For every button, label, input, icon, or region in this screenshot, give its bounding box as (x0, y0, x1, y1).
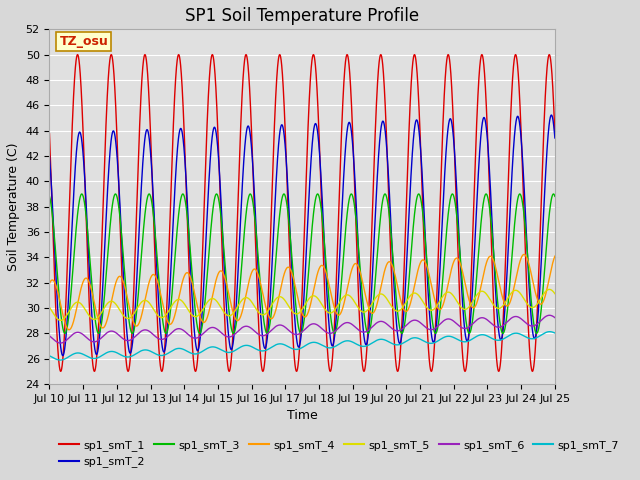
sp1_smT_4 (551, 253, 559, 259)
Text: TZ_osu: TZ_osu (60, 35, 108, 48)
sp1_smT_7 (218, 347, 225, 353)
sp1_smT_2 (551, 135, 559, 141)
sp1_smT_2 (524, 252, 531, 258)
sp1_smT_4 (415, 264, 423, 270)
sp1_smT_1 (57, 369, 65, 374)
sp1_smT_4 (429, 290, 437, 296)
Line: sp1_smT_1: sp1_smT_1 (49, 55, 555, 372)
sp1_smT_5 (415, 293, 423, 299)
sp1_smT_6 (57, 340, 65, 346)
Line: sp1_smT_2: sp1_smT_2 (49, 115, 555, 356)
Title: SP1 Soil Temperature Profile: SP1 Soil Temperature Profile (185, 7, 419, 25)
sp1_smT_7 (530, 336, 538, 341)
sp1_smT_2 (530, 335, 538, 340)
sp1_smT_4 (520, 252, 528, 257)
sp1_smT_1 (545, 52, 553, 58)
sp1_smT_7 (546, 329, 554, 335)
sp1_smT_4 (530, 283, 538, 288)
sp1_smT_6 (285, 327, 292, 333)
Line: sp1_smT_6: sp1_smT_6 (49, 315, 555, 343)
sp1_smT_5 (429, 307, 437, 312)
sp1_smT_3 (551, 193, 559, 199)
sp1_smT_2 (429, 339, 437, 345)
sp1_smT_3 (218, 216, 225, 222)
sp1_smT_3 (415, 191, 423, 197)
sp1_smT_2 (415, 128, 423, 133)
sp1_smT_3 (524, 251, 531, 256)
sp1_smT_4 (524, 257, 531, 263)
sp1_smT_6 (429, 326, 437, 332)
sp1_smT_5 (218, 305, 225, 311)
sp1_smT_5 (285, 303, 292, 309)
sp1_smT_6 (546, 312, 554, 318)
sp1_smT_4 (218, 268, 225, 274)
sp1_smT_7 (285, 344, 292, 350)
sp1_smT_1 (45, 131, 53, 137)
sp1_smT_6 (524, 321, 531, 327)
sp1_smT_7 (56, 357, 64, 363)
Line: sp1_smT_7: sp1_smT_7 (49, 332, 555, 360)
sp1_smT_7 (524, 335, 531, 341)
sp1_smT_3 (550, 191, 557, 197)
sp1_smT_7 (551, 330, 559, 336)
sp1_smT_6 (415, 319, 423, 324)
Line: sp1_smT_5: sp1_smT_5 (49, 289, 555, 320)
sp1_smT_5 (524, 301, 531, 307)
sp1_smT_5 (45, 304, 53, 310)
sp1_smT_5 (57, 317, 65, 323)
sp1_smT_7 (45, 353, 53, 359)
sp1_smT_6 (551, 315, 559, 321)
sp1_smT_6 (45, 333, 53, 339)
sp1_smT_2 (548, 112, 556, 118)
sp1_smT_3 (61, 330, 68, 336)
sp1_smT_2 (59, 353, 67, 359)
sp1_smT_3 (285, 217, 292, 223)
sp1_smT_1 (524, 305, 531, 311)
sp1_smT_1 (530, 364, 538, 370)
Line: sp1_smT_4: sp1_smT_4 (49, 254, 555, 330)
sp1_smT_1 (551, 131, 559, 137)
sp1_smT_6 (530, 323, 538, 329)
sp1_smT_3 (530, 320, 538, 326)
sp1_smT_5 (545, 287, 553, 292)
X-axis label: Time: Time (287, 409, 317, 422)
sp1_smT_4 (285, 264, 292, 270)
sp1_smT_5 (530, 304, 538, 310)
sp1_smT_2 (218, 203, 225, 209)
Legend: sp1_smT_1, sp1_smT_2, sp1_smT_3, sp1_smT_4, sp1_smT_5, sp1_smT_6, sp1_smT_7: sp1_smT_1, sp1_smT_2, sp1_smT_3, sp1_smT… (55, 436, 623, 472)
Line: sp1_smT_3: sp1_smT_3 (49, 194, 555, 333)
sp1_smT_4 (45, 281, 53, 287)
sp1_smT_1 (218, 225, 225, 231)
sp1_smT_3 (429, 324, 437, 330)
sp1_smT_1 (285, 228, 292, 233)
sp1_smT_1 (429, 359, 437, 365)
sp1_smT_7 (429, 340, 437, 346)
sp1_smT_6 (218, 330, 225, 336)
sp1_smT_3 (45, 193, 53, 199)
sp1_smT_7 (415, 336, 423, 341)
sp1_smT_5 (551, 291, 559, 297)
sp1_smT_2 (45, 153, 53, 159)
sp1_smT_1 (415, 104, 423, 109)
sp1_smT_4 (65, 327, 73, 333)
sp1_smT_2 (285, 202, 292, 208)
Y-axis label: Soil Temperature (C): Soil Temperature (C) (7, 143, 20, 271)
